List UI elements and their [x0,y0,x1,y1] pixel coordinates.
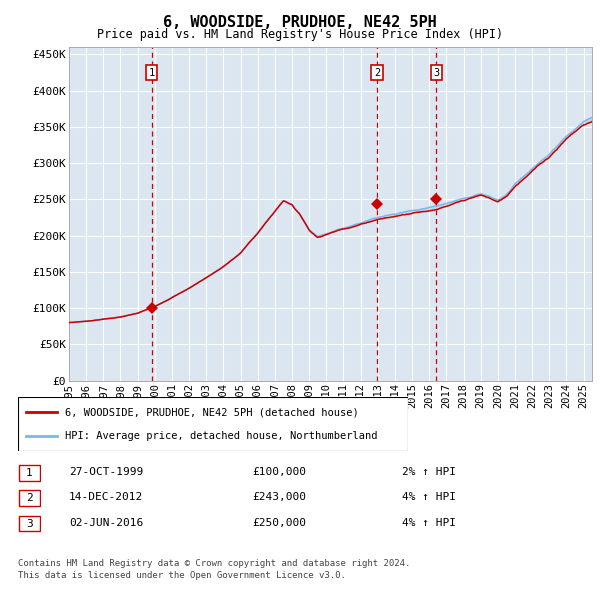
Text: £250,000: £250,000 [252,518,306,527]
Text: 6, WOODSIDE, PRUDHOE, NE42 5PH: 6, WOODSIDE, PRUDHOE, NE42 5PH [163,15,437,30]
Text: This data is licensed under the Open Government Licence v3.0.: This data is licensed under the Open Gov… [18,571,346,580]
Text: 3: 3 [26,519,33,529]
Bar [19,465,40,481]
Bar [19,490,40,506]
Text: HPI: Average price, detached house, Northumberland: HPI: Average price, detached house, Nort… [65,431,377,441]
Text: 27-OCT-1999: 27-OCT-1999 [69,467,143,477]
Text: 1: 1 [149,68,155,77]
Text: £243,000: £243,000 [252,493,306,502]
Text: 2% ↑ HPI: 2% ↑ HPI [402,467,456,477]
Text: £100,000: £100,000 [252,467,306,477]
Text: 2: 2 [374,68,380,77]
Bar [19,516,40,532]
Text: 4% ↑ HPI: 4% ↑ HPI [402,493,456,502]
Text: 6, WOODSIDE, PRUDHOE, NE42 5PH (detached house): 6, WOODSIDE, PRUDHOE, NE42 5PH (detached… [65,407,359,417]
Text: Contains HM Land Registry data © Crown copyright and database right 2024.: Contains HM Land Registry data © Crown c… [18,559,410,568]
Text: Price paid vs. HM Land Registry's House Price Index (HPI): Price paid vs. HM Land Registry's House … [97,28,503,41]
Text: 4% ↑ HPI: 4% ↑ HPI [402,518,456,527]
Text: 02-JUN-2016: 02-JUN-2016 [69,518,143,527]
Text: 14-DEC-2012: 14-DEC-2012 [69,493,143,502]
Text: 1: 1 [26,468,33,478]
Text: 3: 3 [433,68,440,77]
Text: 2: 2 [26,493,33,503]
